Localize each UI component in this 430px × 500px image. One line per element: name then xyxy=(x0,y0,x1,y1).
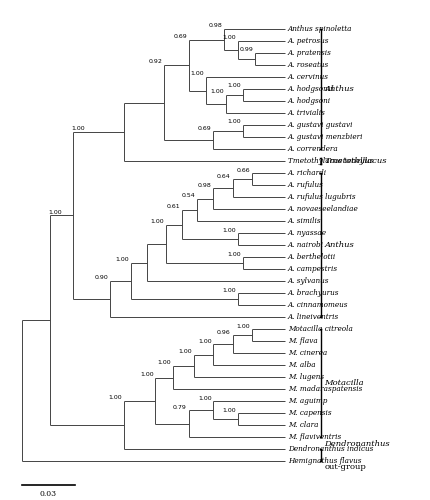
Text: 1.00: 1.00 xyxy=(198,396,212,400)
Text: 1.00: 1.00 xyxy=(178,349,192,354)
Text: A. petrosus: A. petrosus xyxy=(288,37,329,45)
Text: 1.00: 1.00 xyxy=(228,252,241,256)
Text: 1.00: 1.00 xyxy=(228,84,241,88)
Text: 1.00: 1.00 xyxy=(198,338,212,344)
Text: 0.69: 0.69 xyxy=(198,126,212,130)
Text: A. rufulus lugubris: A. rufulus lugubris xyxy=(288,193,356,201)
Text: 1.00: 1.00 xyxy=(210,90,224,94)
Text: A. cinnamomeus: A. cinnamomeus xyxy=(288,301,349,309)
Text: 1.00: 1.00 xyxy=(228,120,241,124)
Text: A. richardi: A. richardi xyxy=(288,169,327,177)
Text: 1.00: 1.00 xyxy=(115,257,129,262)
Text: A. nairobi: A. nairobi xyxy=(288,241,324,249)
Text: A. novaeseelandiae: A. novaeseelandiae xyxy=(288,205,359,213)
Text: A. correndera: A. correndera xyxy=(288,145,339,153)
Text: Motacilla citreola: Motacilla citreola xyxy=(288,326,353,334)
Text: 0.66: 0.66 xyxy=(237,168,250,172)
Text: M. clara: M. clara xyxy=(288,422,319,430)
Text: A. hodgsoni1: A. hodgsoni1 xyxy=(288,85,336,93)
Text: 1.00: 1.00 xyxy=(150,219,164,224)
Text: 1.00: 1.00 xyxy=(222,36,236,41)
Text: 0.79: 0.79 xyxy=(173,404,187,409)
Text: Anthus: Anthus xyxy=(324,85,354,93)
Text: A. roseatus: A. roseatus xyxy=(288,61,329,69)
Text: 1.00: 1.00 xyxy=(191,72,205,76)
Text: 0.64: 0.64 xyxy=(217,174,231,178)
Text: M. capensis: M. capensis xyxy=(288,410,332,418)
Text: 0.03: 0.03 xyxy=(40,490,57,498)
Text: 0.54: 0.54 xyxy=(182,193,196,198)
Text: M. flava: M. flava xyxy=(288,338,318,345)
Text: 0.98: 0.98 xyxy=(198,182,212,188)
Text: 0.90: 0.90 xyxy=(94,276,108,280)
Text: M. alba: M. alba xyxy=(288,362,316,370)
Text: Hemignathus flavus: Hemignathus flavus xyxy=(288,458,362,466)
Text: A. trivialis: A. trivialis xyxy=(288,109,326,117)
Text: A. pratensis: A. pratensis xyxy=(288,49,332,57)
Text: 1.00: 1.00 xyxy=(108,395,122,400)
Text: Motacilla: Motacilla xyxy=(324,380,364,388)
Text: A. berthelotii: A. berthelotii xyxy=(288,253,336,261)
Text: A. sylvanus: A. sylvanus xyxy=(288,277,329,285)
Text: A. hodgsoni: A. hodgsoni xyxy=(288,97,331,105)
Text: 0.92: 0.92 xyxy=(148,60,162,64)
Text: 1.00: 1.00 xyxy=(140,372,154,377)
Text: M. madaraspatensis: M. madaraspatensis xyxy=(288,386,362,394)
Text: A. lineiventris: A. lineiventris xyxy=(288,314,339,322)
Text: 0.61: 0.61 xyxy=(166,204,180,210)
Text: M. aguimp: M. aguimp xyxy=(288,398,327,406)
Text: A. gustavi menzbieri: A. gustavi menzbieri xyxy=(288,133,363,141)
Text: A. gustavi gustavi: A. gustavi gustavi xyxy=(288,121,353,129)
Text: Anthus spinoletta: Anthus spinoletta xyxy=(288,25,353,33)
Text: 1.00: 1.00 xyxy=(222,288,236,292)
Text: Dendronanthus: Dendronanthus xyxy=(324,440,390,448)
Text: 1.00: 1.00 xyxy=(237,324,250,328)
Text: 1.00: 1.00 xyxy=(71,126,85,132)
Text: A. campestris: A. campestris xyxy=(288,265,338,273)
Text: 1.00: 1.00 xyxy=(222,408,236,412)
Text: Tmetothylacus: Tmetothylacus xyxy=(324,157,387,165)
Text: 0.69: 0.69 xyxy=(173,34,187,39)
Text: A. cervinus: A. cervinus xyxy=(288,73,329,81)
Text: M. flaviventris: M. flaviventris xyxy=(288,434,341,442)
Text: out-group: out-group xyxy=(324,462,366,470)
Text: A. nyassae: A. nyassae xyxy=(288,229,327,237)
Text: 1.00: 1.00 xyxy=(48,210,62,215)
Text: M. cinerea: M. cinerea xyxy=(288,350,327,358)
Text: A. similis: A. similis xyxy=(288,217,322,225)
Text: Tmetothylacus tenellus: Tmetothylacus tenellus xyxy=(288,157,373,165)
Text: 0.96: 0.96 xyxy=(217,330,231,334)
Text: M. lugens: M. lugens xyxy=(288,374,324,382)
Text: 1.00: 1.00 xyxy=(157,360,171,366)
Text: 0.99: 0.99 xyxy=(240,48,254,52)
Text: A. rufulus: A. rufulus xyxy=(288,181,324,189)
Text: 0.98: 0.98 xyxy=(208,24,222,28)
Text: 1.00: 1.00 xyxy=(222,228,236,232)
Text: A. brachyurus: A. brachyurus xyxy=(288,289,340,297)
Text: Anthus: Anthus xyxy=(324,241,354,249)
Text: Dendronanthus indicus: Dendronanthus indicus xyxy=(288,446,373,454)
